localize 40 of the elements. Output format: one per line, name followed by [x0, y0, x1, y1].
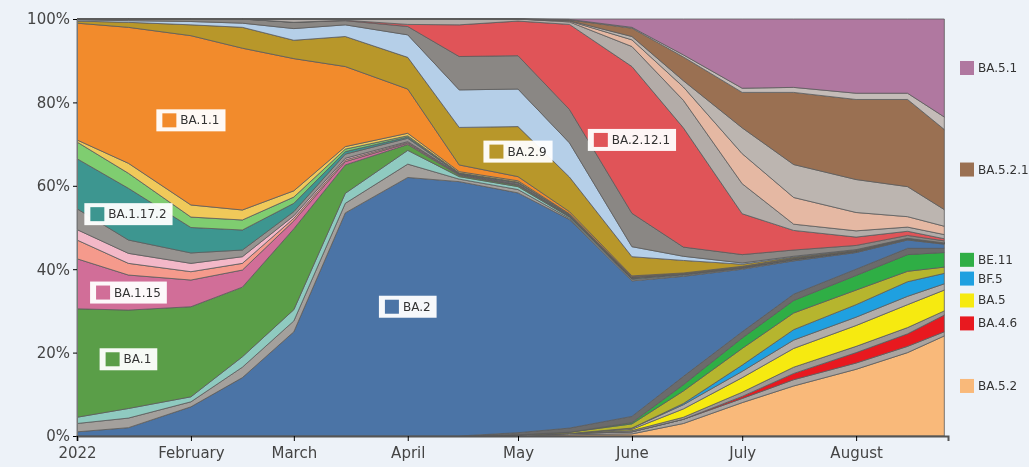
legend-label: BA.1.15 [114, 285, 161, 300]
legend-item: BA.5.1 [960, 61, 1018, 75]
legend-item: BA.4.6 [960, 316, 1018, 331]
legend-label: BA.1 [123, 352, 152, 367]
legend-item: BA.5 [960, 293, 1006, 308]
y-tick-label: 80% [36, 93, 70, 112]
x-tick-label: July [728, 443, 757, 462]
legend-label: BA.5.2.1 [978, 162, 1029, 177]
legend-label: BE.11 [978, 252, 1013, 267]
legend-label: BA.2.9 [507, 144, 547, 159]
y-tick-label: 100% [27, 10, 70, 29]
y-tick-label: 0% [46, 427, 70, 446]
x-tick-label: March [271, 443, 318, 462]
legend-label: BA.1.1 [180, 113, 220, 128]
name-tag: BA.1.1 [156, 109, 226, 132]
legend-label: BA.5.1 [978, 61, 1018, 75]
series-label: BA.2 [402, 299, 431, 314]
x-tick-label: 2022 [58, 443, 97, 462]
name-tag: BA.1.17.2 [84, 203, 173, 226]
x-tick-label: February [158, 443, 225, 462]
y-tick-label: 60% [36, 177, 70, 196]
legend-item: BA.5.2 [960, 378, 1018, 393]
x-tick-label: April [391, 443, 426, 462]
legend-label: BA.5 [978, 293, 1006, 308]
x-tick-label: June [615, 443, 649, 462]
legend-item: BF.5 [960, 271, 1003, 286]
legend-item: BE.11 [960, 252, 1013, 267]
legend-label: BA.5.2 [978, 378, 1018, 393]
legend-label: BF.5 [978, 271, 1003, 286]
x-tick-label: August [830, 443, 883, 462]
y-tick-label: 20% [36, 343, 70, 362]
x-tick-label: May [503, 443, 535, 462]
legend-label: BA.2.12.1 [611, 132, 671, 147]
name-tag: BA.1.15 [90, 281, 167, 304]
legend-label: BA.1.17.2 [108, 207, 167, 222]
legend-label: BA.4.6 [978, 316, 1018, 331]
legend-item: BA.5.2.1 [960, 162, 1029, 177]
name-tag: BA.2.9 [483, 140, 553, 163]
name-tag: BA.1 [99, 348, 158, 371]
y-tick-label: 40% [36, 260, 70, 279]
